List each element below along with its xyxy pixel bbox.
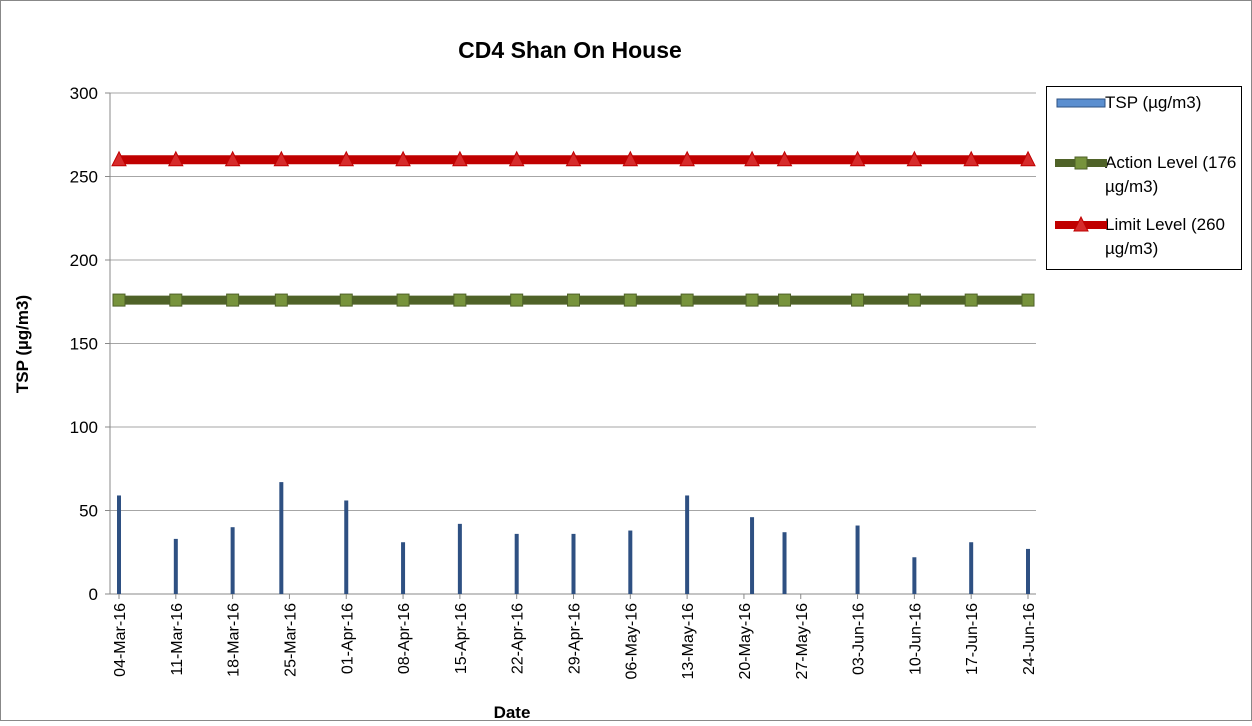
y-tick-label: 50 xyxy=(79,502,98,521)
bar xyxy=(628,530,633,594)
marker xyxy=(744,150,760,167)
marker xyxy=(274,293,288,307)
x-tick-label: 18-Mar-16 xyxy=(226,603,243,677)
marker xyxy=(623,293,637,307)
x-axis-label: Date xyxy=(494,703,531,721)
bar xyxy=(750,517,755,594)
y-tick-label: 100 xyxy=(70,418,98,437)
bar xyxy=(117,495,121,594)
y-tick-label: 0 xyxy=(89,585,98,604)
marker xyxy=(1020,150,1036,167)
x-tick-label: 04-Mar-16 xyxy=(112,603,129,677)
marker xyxy=(1021,293,1035,307)
legend-symbol xyxy=(1055,215,1107,232)
x-tick-label: 22-Apr-16 xyxy=(510,603,527,674)
x-tick-label: 13-May-16 xyxy=(680,603,697,680)
marker xyxy=(395,150,411,167)
marker xyxy=(776,150,793,167)
x-tick-label: 17-Jun-16 xyxy=(964,603,981,675)
legend-label: Action Level (176 µg/m3) xyxy=(1105,153,1237,196)
legend-swatch xyxy=(1056,98,1106,108)
marker xyxy=(338,150,355,167)
legend-marker xyxy=(1074,156,1088,170)
bar xyxy=(1026,548,1030,594)
marker xyxy=(680,293,694,307)
marker xyxy=(778,293,792,307)
marker xyxy=(224,150,241,167)
legend-label: Limit Level (260 µg/m3) xyxy=(1105,215,1226,258)
marker xyxy=(510,293,524,307)
marker xyxy=(963,150,979,167)
y-tick-label: 300 xyxy=(70,84,98,103)
x-tick-label: 27-May-16 xyxy=(794,603,811,680)
legend-marker xyxy=(1073,215,1089,232)
bar xyxy=(912,557,917,594)
marker xyxy=(679,150,695,167)
marker xyxy=(339,293,353,307)
marker xyxy=(622,150,639,167)
marker xyxy=(907,293,921,307)
marker xyxy=(851,293,865,307)
marker xyxy=(567,293,580,307)
x-tick-label: 11-Mar-16 xyxy=(169,603,186,676)
marker xyxy=(226,293,240,307)
bar xyxy=(230,527,235,594)
legend-symbol xyxy=(1055,156,1107,170)
x-tick-label: 01-Apr-16 xyxy=(339,603,356,674)
marker xyxy=(452,150,468,167)
x-tick-label: 29-Apr-16 xyxy=(567,603,584,674)
bar xyxy=(685,495,690,594)
marker xyxy=(112,293,126,307)
x-tick-label: 20-May-16 xyxy=(737,603,754,680)
marker xyxy=(508,150,525,167)
marker xyxy=(906,150,923,167)
marker xyxy=(453,293,467,307)
legend-symbol xyxy=(1056,98,1106,108)
y-axis-label: TSP (µg/m3) xyxy=(13,295,32,393)
marker xyxy=(964,293,978,307)
y-tick-label: 250 xyxy=(70,168,98,187)
y-tick-label: 150 xyxy=(70,335,98,354)
marker xyxy=(169,293,183,307)
x-tick-label: 10-Jun-16 xyxy=(907,603,924,675)
x-tick-label: 24-Jun-16 xyxy=(1021,603,1038,675)
bar xyxy=(344,500,349,594)
marker xyxy=(849,150,866,167)
marker xyxy=(273,150,290,167)
marker xyxy=(565,150,582,167)
bar xyxy=(855,525,860,594)
y-tick-label: 200 xyxy=(70,251,98,270)
x-tick-label: 15-Apr-16 xyxy=(453,603,470,674)
x-tick-label: 25-Mar-16 xyxy=(282,603,299,677)
bar xyxy=(279,482,284,594)
marker xyxy=(396,293,410,307)
marker xyxy=(168,150,184,167)
marker xyxy=(111,150,127,167)
bar xyxy=(782,532,787,594)
x-tick-label: 06-May-16 xyxy=(623,603,640,680)
bar xyxy=(514,533,519,594)
x-tick-label: 08-Apr-16 xyxy=(396,603,413,674)
bar xyxy=(173,538,178,594)
chart-title: CD4 Shan On House xyxy=(458,37,682,63)
legend: TSP (µg/m3) Action Level (176 µg/m3) Limit… xyxy=(1046,86,1242,270)
bar xyxy=(571,533,576,594)
legend-label: TSP (µg/m3) xyxy=(1105,93,1202,112)
bar xyxy=(457,523,462,594)
x-tick-label: 03-Jun-16 xyxy=(851,603,868,675)
bar xyxy=(401,542,406,594)
marker xyxy=(745,293,759,307)
bar xyxy=(969,542,974,594)
